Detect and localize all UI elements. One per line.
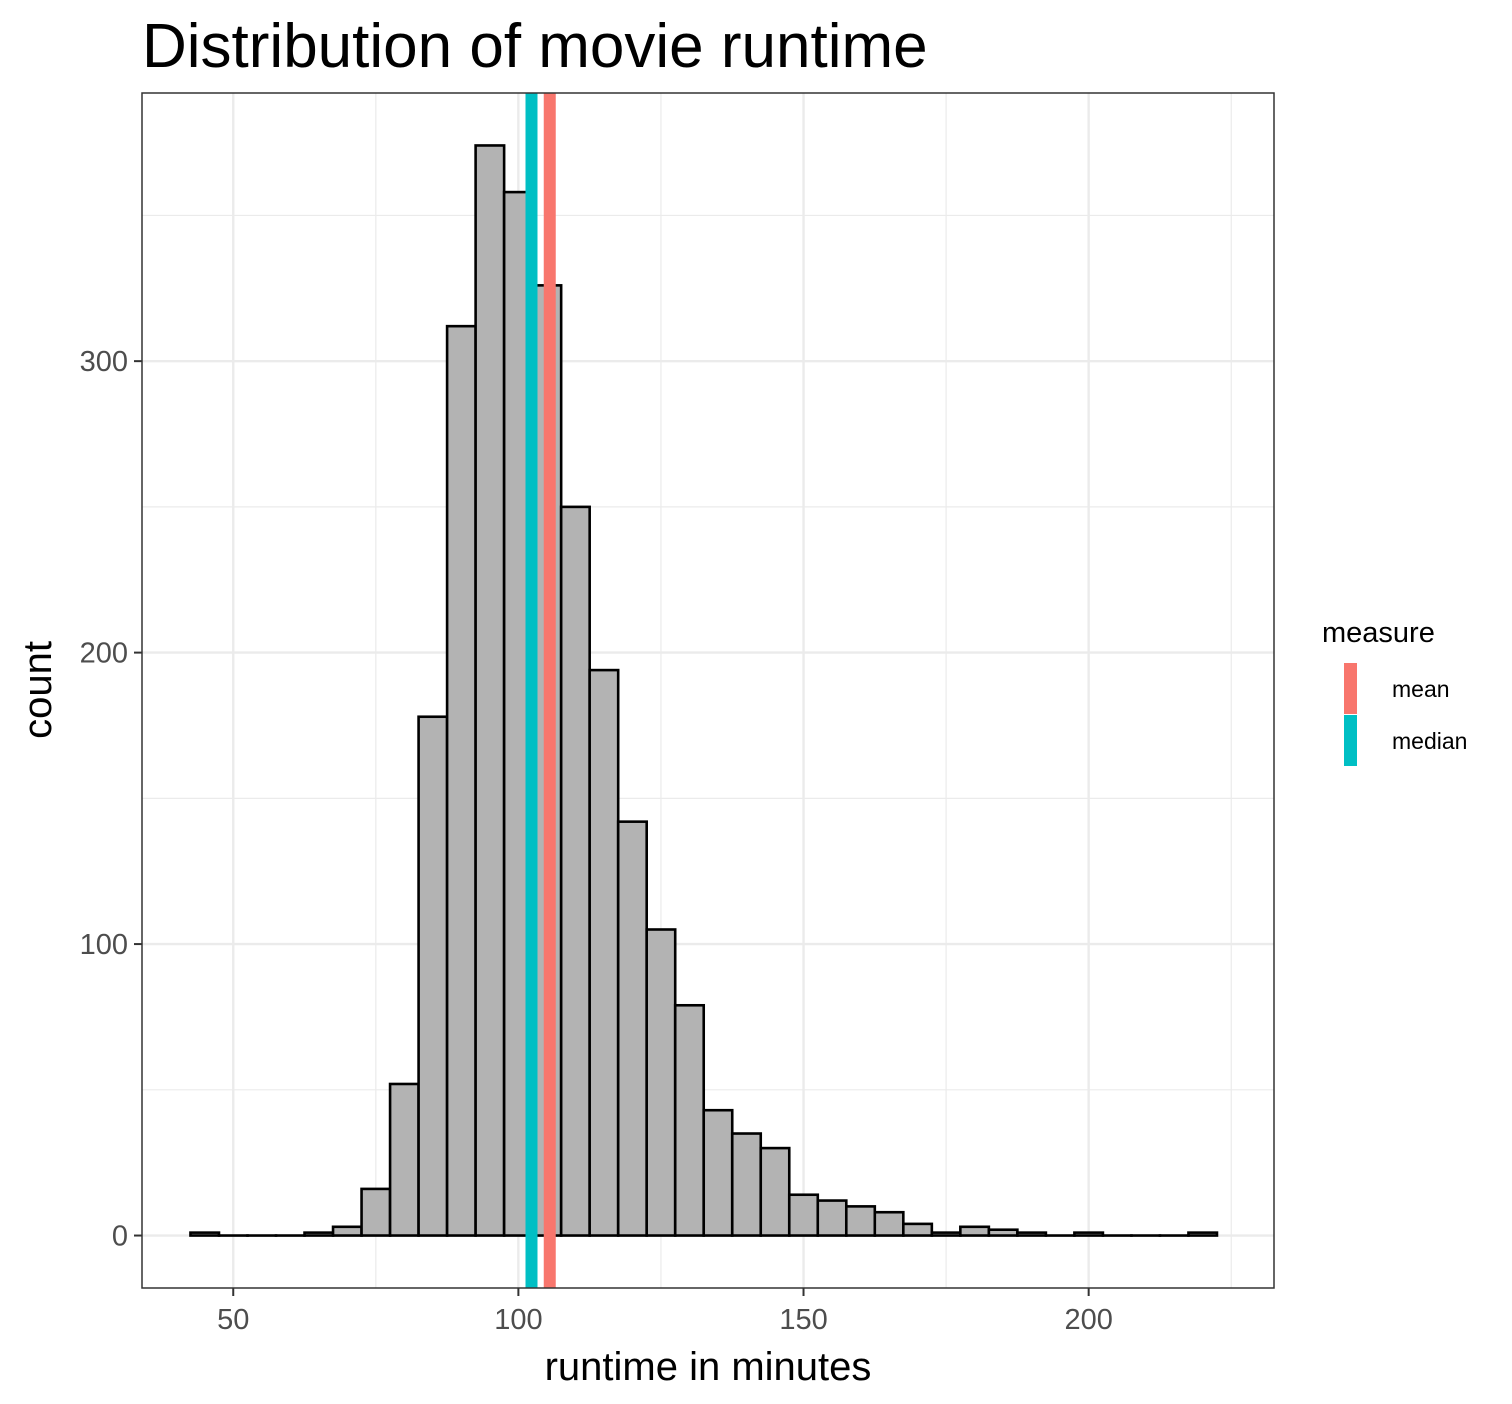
histogram-bar: [388, 1082, 420, 1237]
histogram-bar: [844, 1205, 877, 1237]
histogram-bar: [787, 1193, 820, 1237]
y-axis-title: count: [16, 641, 60, 739]
histogram-bar: [1073, 1231, 1105, 1237]
measure-lines: [525, 93, 556, 1288]
histogram-bar: [702, 1108, 734, 1237]
legend-key-mean: [1344, 663, 1357, 714]
histogram-bar: [959, 1225, 991, 1237]
histogram-bar: [331, 1225, 363, 1237]
histogram-bar: [730, 1132, 763, 1237]
x-axis-title: runtime in minutes: [545, 1345, 872, 1389]
histogram-bar: [1016, 1231, 1048, 1237]
minor-gridlines: [142, 93, 1274, 1288]
x-tick-label: 50: [217, 1304, 249, 1336]
histogram-bar: [303, 1231, 335, 1237]
histogram-bar: [417, 715, 449, 1237]
y-tick-label: 0: [112, 1221, 128, 1253]
histogram-bar: [759, 1146, 791, 1237]
histogram-bar: [189, 1231, 221, 1237]
histogram-bar: [987, 1228, 1019, 1237]
histogram-bar: [902, 1222, 934, 1237]
histogram-bar: [559, 505, 591, 1237]
x-tick-label: 100: [494, 1304, 542, 1336]
histogram-bar: [1187, 1231, 1219, 1237]
histogram-bar: [645, 928, 677, 1237]
legend-key-median: [1344, 715, 1357, 766]
panel-background: [142, 93, 1274, 1288]
histogram-bar: [616, 820, 648, 1237]
histogram-bar: [930, 1231, 962, 1237]
x-tick-label: 150: [779, 1304, 827, 1336]
histogram-bar: [873, 1210, 905, 1237]
legend-label-mean: mean: [1392, 676, 1450, 702]
legend: measure mean median: [1322, 617, 1467, 766]
histogram-bar: [588, 668, 620, 1237]
histogram-bar: [816, 1199, 848, 1237]
panel-border: [141, 92, 1275, 1289]
legend-label-median: median: [1392, 728, 1467, 754]
chart-title: Distribution of movie runtime: [142, 12, 928, 81]
x-tick-label: 200: [1064, 1304, 1112, 1336]
histogram-bar: [445, 324, 477, 1237]
histogram-bar: [673, 1003, 706, 1237]
histogram-bar: [474, 144, 506, 1237]
y-tick-label: 100: [80, 929, 128, 961]
x-axis: 50 100 150 200: [217, 1288, 1113, 1336]
plot-panel: [141, 92, 1275, 1289]
histogram-bar: [360, 1187, 392, 1237]
y-tick-label: 200: [80, 638, 128, 670]
y-tick-label: 300: [80, 346, 128, 378]
y-axis: 0 100 200 300: [80, 346, 142, 1253]
legend-title: measure: [1322, 617, 1435, 649]
